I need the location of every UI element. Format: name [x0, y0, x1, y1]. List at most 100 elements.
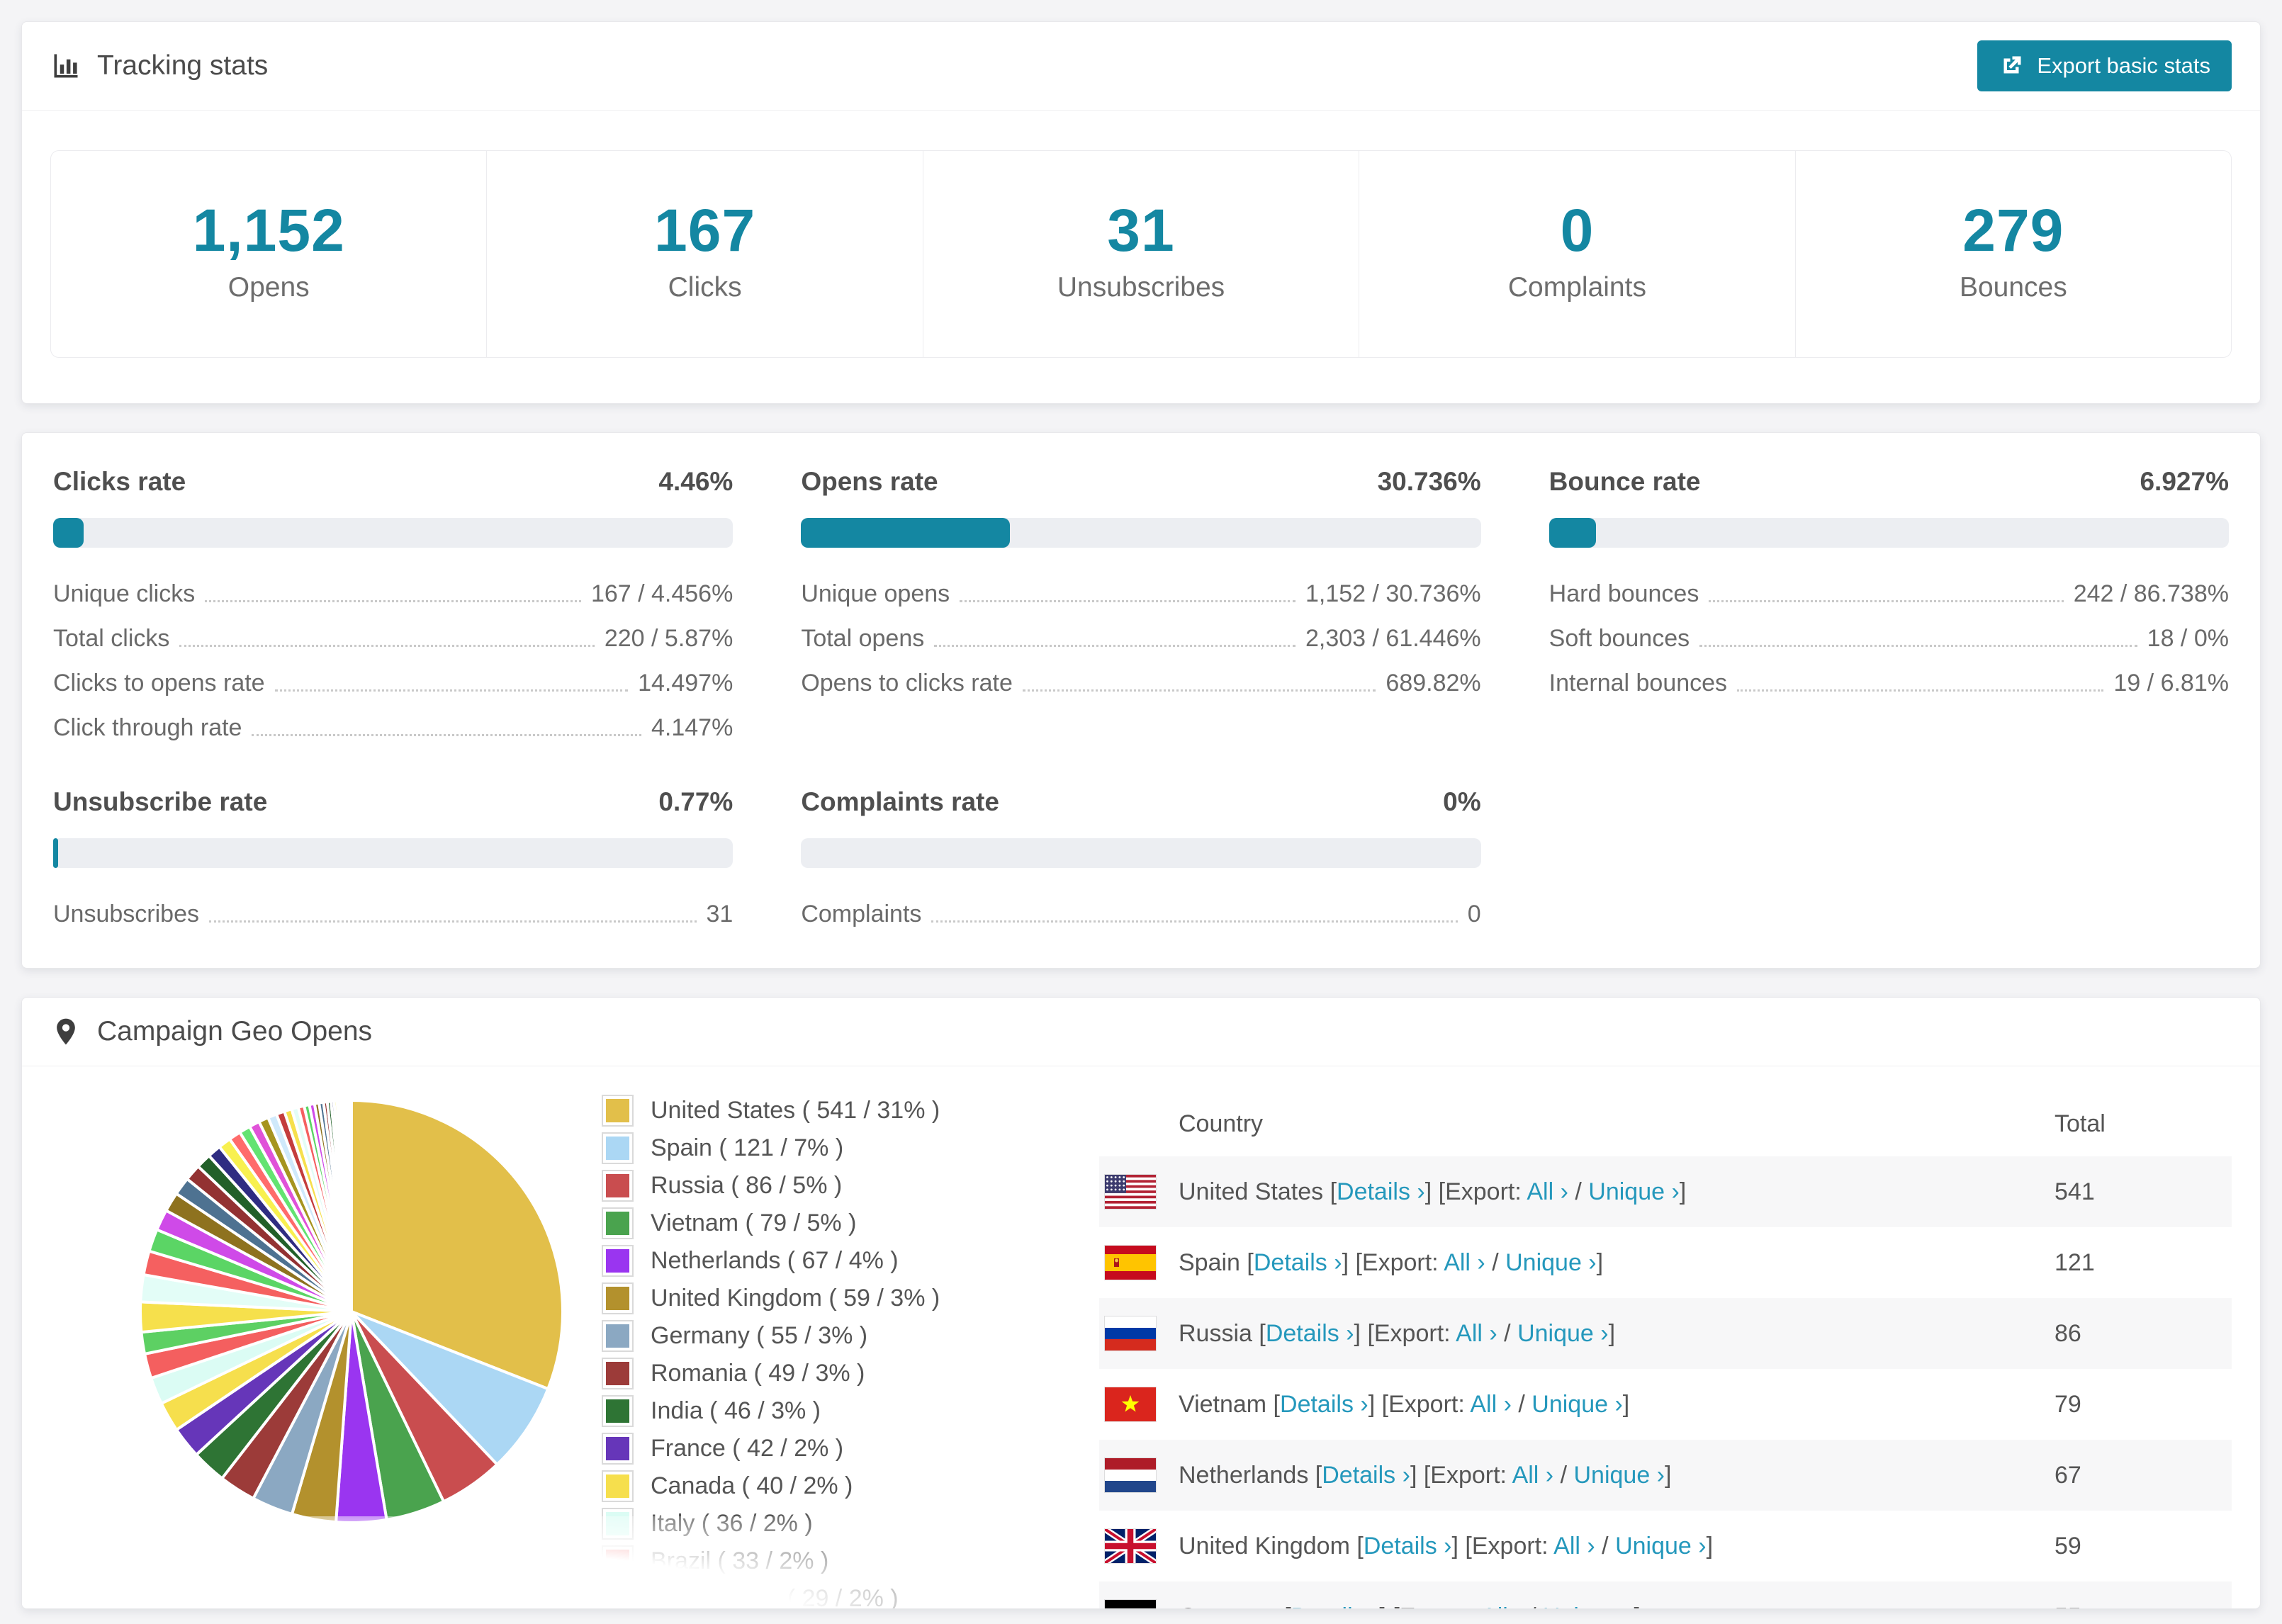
dotted-leader	[931, 920, 1458, 923]
country-cell: Netherlands [Details ›] [Export: All › /…	[1179, 1461, 1672, 1489]
legend-label: United States ( 541 / 31% )	[651, 1097, 940, 1124]
rate-head: Complaints rate 0%	[801, 787, 1480, 817]
dotted-leader	[960, 600, 1295, 602]
legend-label: Romania ( 49 / 3% )	[651, 1360, 865, 1387]
legend-swatch	[602, 1207, 634, 1239]
legend-swatch	[602, 1245, 634, 1277]
export-unique-link-vietnam[interactable]: Unique ›	[1531, 1390, 1623, 1418]
country-name: United Kingdom [	[1179, 1532, 1364, 1560]
total-cell: 55	[2055, 1581, 2232, 1609]
geo-table: Country Total United States [Details ›] …	[1099, 1092, 2232, 1609]
rate-detail-value: 167 / 4.456%	[590, 580, 734, 607]
details-link-germany[interactable]: Details ›	[1291, 1603, 1380, 1609]
rate-detail-value: 2,303 / 61.446%	[1305, 625, 1481, 652]
ru-flag-icon	[1105, 1316, 1156, 1350]
legend-item-spain: Spain ( 121 / 7% )	[602, 1132, 1099, 1164]
export-unique-link-germany[interactable]: Unique ›	[1543, 1603, 1634, 1609]
vn-flag-icon	[1105, 1387, 1156, 1421]
rate-detail-label: Complaints	[801, 901, 922, 927]
pie-slice-spain[interactable]	[350, 1310, 550, 1466]
rate-section-complaints-rate: Complaints rate 0% Complaints 0	[801, 787, 1481, 928]
rate-title: Bounce rate	[1548, 467, 1701, 496]
progress-bar	[1548, 518, 2229, 548]
details-link-united-states[interactable]: Details ›	[1337, 1178, 1425, 1205]
legend-item-netherlands: Netherlands ( 67 / 4% )	[602, 1245, 1099, 1277]
tracking-stats-card: Tracking stats Export basic stats 1,152 O…	[21, 21, 2261, 404]
rate-detail-label: Unique clicks	[53, 580, 196, 607]
rate-detail-row: Click through rate 4.147%	[53, 714, 733, 742]
rate-detail-label: Total opens	[801, 625, 925, 652]
country-cell: Spain [Details ›] [Export: All › / Uniqu…	[1179, 1248, 1604, 1276]
legend-item-germany: Germany ( 55 / 3% )	[602, 1320, 1099, 1352]
geo-pie-wrap	[50, 1092, 603, 1608]
flag-column-header	[1099, 1092, 1179, 1156]
export-all-link-vietnam[interactable]: All ›	[1470, 1390, 1512, 1418]
stat-value: 31	[1107, 197, 1175, 264]
geo-pie-chart	[139, 1098, 564, 1524]
country-name: Vietnam [	[1179, 1390, 1281, 1418]
rate-detail-row: Unique opens 1,152 / 30.736%	[801, 580, 1480, 608]
rate-section-bounce-rate: Bounce rate 6.927% Hard bounces 242 / 86.73…	[1548, 467, 2229, 742]
country-name: Netherlands [	[1179, 1461, 1322, 1489]
country-column-header: Country	[1179, 1110, 1264, 1137]
legend-swatch	[602, 1508, 634, 1540]
stats-row: 1,152 Opens 167 Clicks 31 Unsubscribes 0 Compla…	[50, 150, 2232, 358]
details-link-netherlands[interactable]: Details ›	[1322, 1461, 1410, 1489]
rate-detail-value: 19 / 6.81%	[2113, 670, 2229, 697]
export-all-link-united-states[interactable]: All ›	[1527, 1178, 1568, 1205]
pie-slice-united-states[interactable]	[350, 1099, 564, 1391]
export-unique-link-united-kingdom[interactable]: Unique ›	[1615, 1532, 1707, 1560]
details-link-united-kingdom[interactable]: Details ›	[1363, 1532, 1452, 1560]
export-basic-stats-button[interactable]: Export basic stats	[1977, 40, 2232, 91]
rate-value: 6.927%	[2140, 467, 2229, 496]
total-cell: 59	[2055, 1532, 2081, 1560]
rate-value: 30.736%	[1377, 467, 1481, 496]
export-all-link-germany[interactable]: All ›	[1481, 1603, 1523, 1609]
export-unique-link-spain[interactable]: Unique ›	[1505, 1248, 1597, 1276]
export-all-link-spain[interactable]: All ›	[1444, 1248, 1485, 1276]
geo-table-row-united-states: United States [Details ›] [Export: All ›…	[1099, 1156, 2232, 1227]
rates-card: Clicks rate 4.46% Unique clicks 167 / 4.456…	[21, 432, 2261, 969]
rate-title: Opens rate	[801, 467, 938, 496]
export-all-link-united-kingdom[interactable]: All ›	[1553, 1532, 1595, 1560]
rate-detail-value: 18 / 0%	[2147, 625, 2229, 652]
export-unique-link-united-states[interactable]: Unique ›	[1588, 1178, 1680, 1205]
rate-detail-label: Click through rate	[53, 714, 242, 741]
rate-head: Opens rate 30.736%	[801, 467, 1480, 497]
stat-box-unsubscribes: 31 Unsubscribes	[922, 151, 1359, 357]
tracking-stats-title: Tracking stats	[50, 50, 268, 81]
export-unique-link-russia[interactable]: Unique ›	[1517, 1319, 1609, 1347]
country-name: Germany [	[1179, 1603, 1291, 1609]
rate-head: Unsubscribe rate 0.77%	[53, 787, 733, 817]
details-link-vietnam[interactable]: Details ›	[1280, 1390, 1368, 1418]
legend-item-vietnam: Vietnam ( 79 / 5% )	[602, 1207, 1099, 1239]
rate-detail-value: 242 / 86.738%	[2073, 580, 2229, 607]
details-link-spain[interactable]: Details ›	[1253, 1248, 1342, 1276]
flag-cell	[1099, 1298, 1179, 1369]
country-name: United States [	[1179, 1178, 1337, 1205]
country-cell: United States [Details ›] [Export: All ›…	[1179, 1178, 1687, 1205]
total-column-header: Total	[2055, 1110, 2106, 1137]
rate-head: Clicks rate 4.46%	[53, 467, 733, 497]
legend-label: Spain ( 121 / 7% )	[651, 1134, 844, 1161]
details-link-russia[interactable]: Details ›	[1265, 1319, 1354, 1347]
dotted-leader	[205, 600, 581, 602]
legend-label: India ( 46 / 3% )	[651, 1397, 821, 1424]
total-cell: 86	[2055, 1319, 2081, 1347]
pie-slice-other-40[interactable]	[349, 1098, 353, 1313]
export-all-link-russia[interactable]: All ›	[1456, 1319, 1497, 1347]
geo-header: Campaign Geo Opens	[22, 998, 2260, 1066]
dotted-leader	[179, 645, 595, 647]
export-all-link-netherlands[interactable]: All ›	[1512, 1461, 1554, 1489]
geo-table-row-germany: Germany [Details ›] [Export: All › / Uni…	[1099, 1581, 2232, 1609]
legend-swatch	[602, 1545, 634, 1577]
stat-label: Bounces	[1959, 272, 2067, 303]
stat-box-complaints: 0 Complaints	[1359, 151, 1794, 357]
dotted-leader	[1699, 645, 2137, 647]
legend-item-brazil: Brazil ( 33 / 2% )	[602, 1545, 1099, 1577]
export-unique-link-netherlands[interactable]: Unique ›	[1573, 1461, 1665, 1489]
tracking-stats-header: Tracking stats Export basic stats	[22, 22, 2260, 111]
rate-detail-row: Total clicks 220 / 5.87%	[53, 625, 733, 653]
rate-section-clicks-rate: Clicks rate 4.46% Unique clicks 167 / 4.456…	[53, 467, 734, 742]
stat-value: 0	[1560, 197, 1595, 264]
